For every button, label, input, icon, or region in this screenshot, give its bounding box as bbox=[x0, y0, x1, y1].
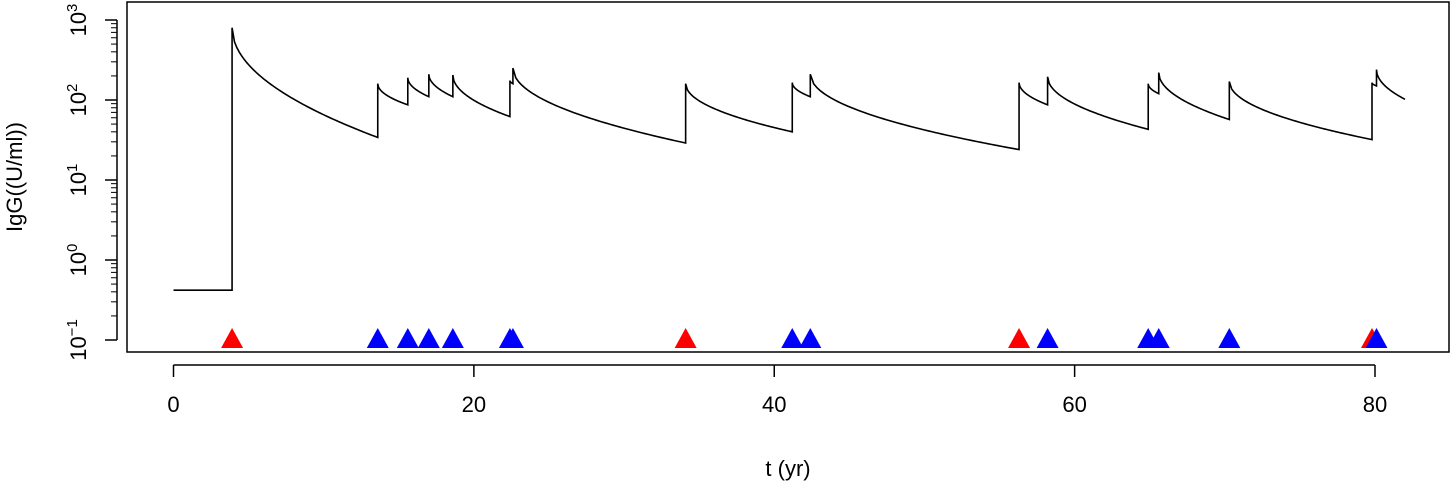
event-marker bbox=[1365, 328, 1388, 348]
event-marker bbox=[441, 328, 464, 348]
event-marker bbox=[1008, 328, 1031, 348]
x-tick-label: 40 bbox=[762, 392, 786, 417]
y-tick-label: 102 bbox=[64, 84, 91, 117]
x-tick-label: 0 bbox=[167, 392, 179, 417]
y-tick-label: 103 bbox=[64, 4, 91, 37]
series-line-0 bbox=[173, 27, 1406, 291]
event-marker bbox=[366, 328, 389, 348]
y-tick-label: 101 bbox=[64, 164, 91, 197]
event-marker bbox=[417, 328, 440, 348]
event-marker bbox=[1218, 328, 1241, 348]
x-tick-label: 80 bbox=[1363, 392, 1387, 417]
event-marker bbox=[781, 328, 804, 348]
x-tick-label: 20 bbox=[462, 392, 486, 417]
y-axis-title: IgG((U/ml)) bbox=[2, 122, 27, 232]
event-marker bbox=[799, 328, 822, 348]
plot-frame bbox=[126, 1, 1450, 353]
event-marker bbox=[1036, 328, 1059, 348]
y-tick-label: 10−1 bbox=[64, 319, 91, 361]
x-tick-label: 60 bbox=[1062, 392, 1086, 417]
event-marker bbox=[674, 328, 697, 348]
y-tick-label: 100 bbox=[64, 244, 91, 277]
event-marker bbox=[396, 328, 419, 348]
series-layer bbox=[173, 27, 1406, 291]
event-marker bbox=[501, 328, 524, 348]
event-marker bbox=[1147, 328, 1170, 348]
x-axis: 0 20 40 60 80 bbox=[167, 364, 1387, 417]
y-axis: 10−1 100 101 102 103 bbox=[64, 4, 118, 361]
event-marker bbox=[221, 328, 244, 348]
x-axis-title: t (yr) bbox=[765, 456, 810, 481]
marker-layer bbox=[221, 328, 1388, 348]
